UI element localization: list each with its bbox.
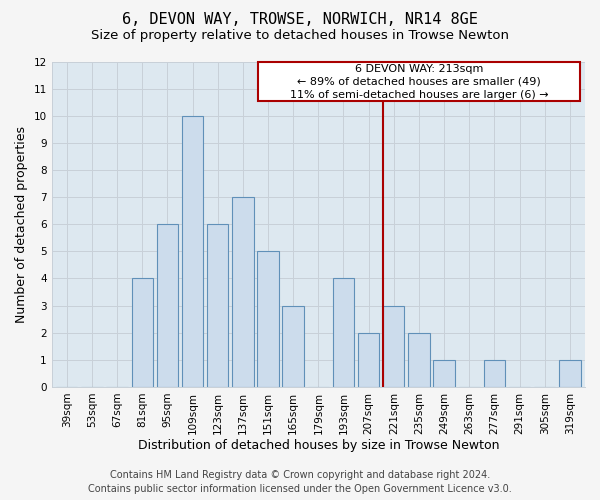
Text: Size of property relative to detached houses in Trowse Newton: Size of property relative to detached ho…: [91, 29, 509, 42]
Bar: [433, 360, 455, 387]
Bar: [358, 332, 379, 387]
Bar: [484, 360, 505, 387]
Bar: [258, 62, 580, 101]
Bar: [559, 360, 581, 387]
Bar: [333, 278, 354, 387]
Bar: [232, 197, 254, 387]
Text: 6 DEVON WAY: 213sqm
← 89% of detached houses are smaller (49)
11% of semi-detach: 6 DEVON WAY: 213sqm ← 89% of detached ho…: [290, 64, 548, 100]
Bar: [207, 224, 229, 387]
Bar: [257, 252, 279, 387]
Bar: [408, 332, 430, 387]
Text: 6, DEVON WAY, TROWSE, NORWICH, NR14 8GE: 6, DEVON WAY, TROWSE, NORWICH, NR14 8GE: [122, 12, 478, 28]
Bar: [383, 306, 404, 387]
Text: Contains HM Land Registry data © Crown copyright and database right 2024.
Contai: Contains HM Land Registry data © Crown c…: [88, 470, 512, 494]
Bar: [283, 306, 304, 387]
Y-axis label: Number of detached properties: Number of detached properties: [15, 126, 28, 322]
Bar: [157, 224, 178, 387]
Bar: [131, 278, 153, 387]
Bar: [182, 116, 203, 387]
X-axis label: Distribution of detached houses by size in Trowse Newton: Distribution of detached houses by size …: [137, 440, 499, 452]
